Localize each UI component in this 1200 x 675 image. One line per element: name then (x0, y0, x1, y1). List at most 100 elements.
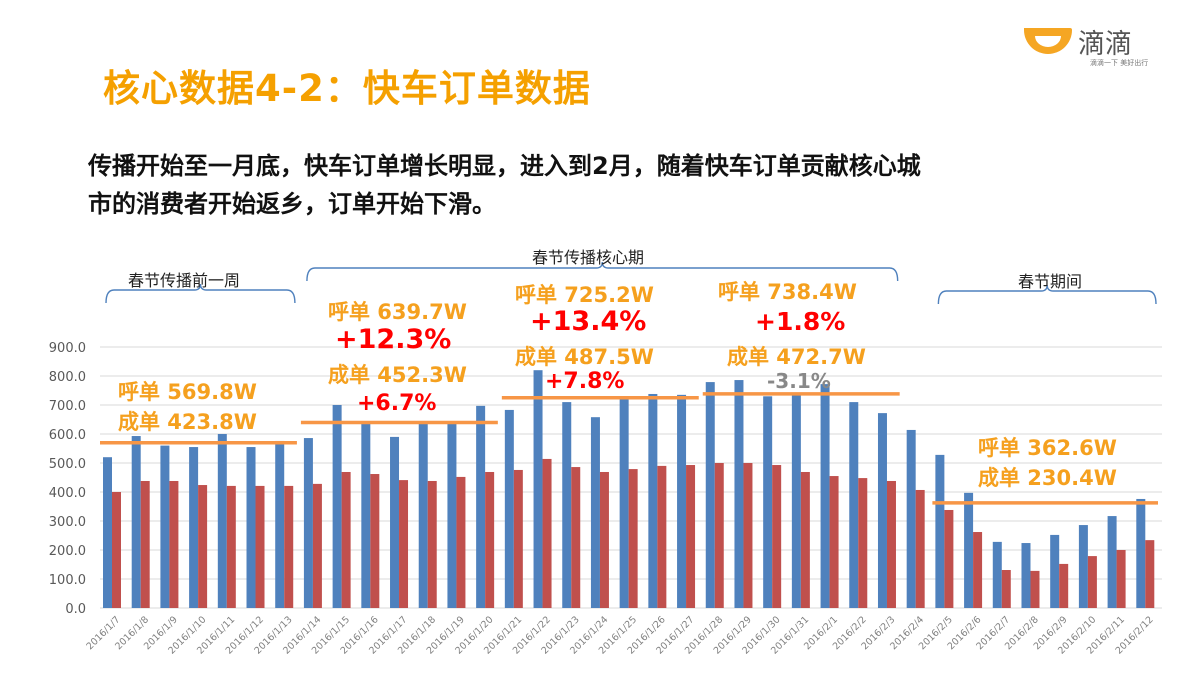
y-tick-label: 800.0 (49, 370, 86, 385)
annotation-done: 成单 487.5W (515, 345, 654, 369)
annotation-done: 成单 423.8W (118, 410, 257, 434)
bar-series-1 (217, 434, 227, 608)
bar-series-2 (112, 492, 121, 608)
bar-series-1 (1078, 525, 1088, 608)
bar-series-1 (1050, 534, 1060, 608)
period-label: 春节期间 (1018, 272, 1083, 291)
y-tick-label: 200.0 (49, 544, 86, 559)
bar-series-2 (1145, 540, 1155, 608)
bar-series-2 (226, 485, 236, 608)
bar-series-1 (791, 394, 801, 608)
bar-series-1 (303, 438, 313, 608)
bar-series-1 (246, 447, 256, 608)
bar-series-1 (103, 457, 112, 608)
bar-series-2 (140, 480, 150, 608)
annotation-done: 成单 230.4W (978, 466, 1117, 490)
bar-series-1 (533, 370, 543, 608)
annotation-call: 呼单 362.6W (978, 436, 1117, 460)
didi-logo-icon (1024, 28, 1072, 54)
subtitle-line-2: 市的消费者开始返乡，订单开始下滑。 (88, 190, 496, 218)
bar-series-2 (542, 458, 552, 608)
period-label: 春节传播前一周 (128, 271, 241, 290)
bar-series-2 (772, 465, 782, 608)
y-tick-label: 400.0 (49, 486, 86, 501)
bar-series-2 (599, 471, 609, 608)
bar-series-2 (858, 478, 868, 608)
bar-series-2 (800, 471, 810, 608)
logo-name: 滴滴 (1078, 29, 1132, 60)
bar-series-1 (361, 422, 371, 608)
bar-series-1 (447, 422, 457, 608)
bar-series-2 (399, 480, 409, 608)
bar-series-1 (160, 445, 170, 608)
y-tick-label: 100.0 (49, 573, 86, 588)
bar-series-2 (1001, 570, 1011, 608)
bar-series-1 (705, 382, 715, 608)
bar-series-1 (562, 402, 572, 608)
y-tick-label: 600.0 (49, 428, 86, 443)
logo-slogan: 滴滴一下 美好出行 (1090, 59, 1149, 67)
bar-series-1 (619, 396, 629, 608)
annotation-call: 呼单 569.8W (118, 380, 257, 404)
bar-series-2 (714, 463, 724, 608)
bar-series-1 (992, 541, 1002, 608)
period-bracket (937, 284, 1157, 305)
bar-series-2 (886, 480, 896, 608)
bar-series-2 (513, 469, 523, 608)
bar-series-2 (169, 480, 179, 608)
y-tick-label: 900.0 (49, 341, 86, 356)
bar-series-2 (370, 474, 380, 608)
page-title: 核心数据4-2：快车订单数据 (103, 67, 591, 110)
annotation-done-growth: -3.1% (767, 369, 831, 393)
y-tick-label: 0.0 (65, 602, 86, 617)
annotation-call: 呼单 639.7W (328, 300, 467, 324)
bar-series-1 (648, 393, 658, 608)
bar-series-2 (312, 483, 322, 608)
bar-series-2 (341, 471, 351, 608)
annotation-call-growth: +1.8% (755, 307, 846, 336)
bar-series-2 (657, 465, 667, 608)
bar-series-1 (964, 492, 974, 608)
bar-series-1 (734, 380, 744, 608)
bar-series-1 (1021, 543, 1031, 608)
bar-series-1 (275, 440, 285, 608)
bar-series-1 (1107, 516, 1117, 608)
bar-series-1 (390, 436, 400, 608)
bar-series-1 (418, 422, 428, 608)
annotation-call: 呼单 725.2W (515, 283, 654, 307)
bar-series-2 (1030, 570, 1040, 608)
annotation-done-growth: +6.7% (357, 391, 437, 416)
bar-series-2 (571, 467, 581, 608)
bar-series-2 (427, 480, 437, 608)
bar-series-1 (476, 405, 486, 608)
bar-series-1 (877, 413, 887, 608)
period-bracket (306, 261, 899, 282)
bar-series-2 (1116, 550, 1126, 608)
annotation-done: 成单 452.3W (328, 363, 467, 387)
subtitle-line-1: 传播开始至一月底，快车订单增长明显，进入到2月，随着快车订单贡献核心城 (88, 152, 921, 180)
bar-series-2 (198, 485, 208, 608)
annotation-call-growth: +12.3% (335, 324, 452, 355)
period-bracket (105, 283, 296, 304)
bar-series-1 (131, 436, 141, 608)
period-label: 春节传播核心期 (532, 248, 645, 267)
bar-series-2 (485, 471, 495, 608)
bar-series-1 (590, 417, 600, 608)
bar-series-1 (849, 402, 859, 608)
bar-series-2 (456, 476, 466, 608)
y-tick-label: 300.0 (49, 515, 86, 530)
y-tick-label: 700.0 (49, 399, 86, 414)
annotation-call: 呼单 738.4W (718, 280, 857, 304)
annotation-call-growth: +13.4% (530, 306, 647, 337)
bar-series-2 (915, 489, 925, 608)
bar-series-2 (284, 485, 294, 608)
bar-series-2 (1087, 556, 1097, 608)
bar-series-1 (906, 429, 916, 608)
y-tick-label: 500.0 (49, 457, 86, 472)
bar-series-2 (829, 476, 839, 608)
annotation-done: 成单 472.7W (727, 345, 866, 369)
bar-series-1 (820, 384, 830, 608)
bar-series-1 (189, 447, 199, 608)
bar-series-2 (628, 469, 638, 608)
